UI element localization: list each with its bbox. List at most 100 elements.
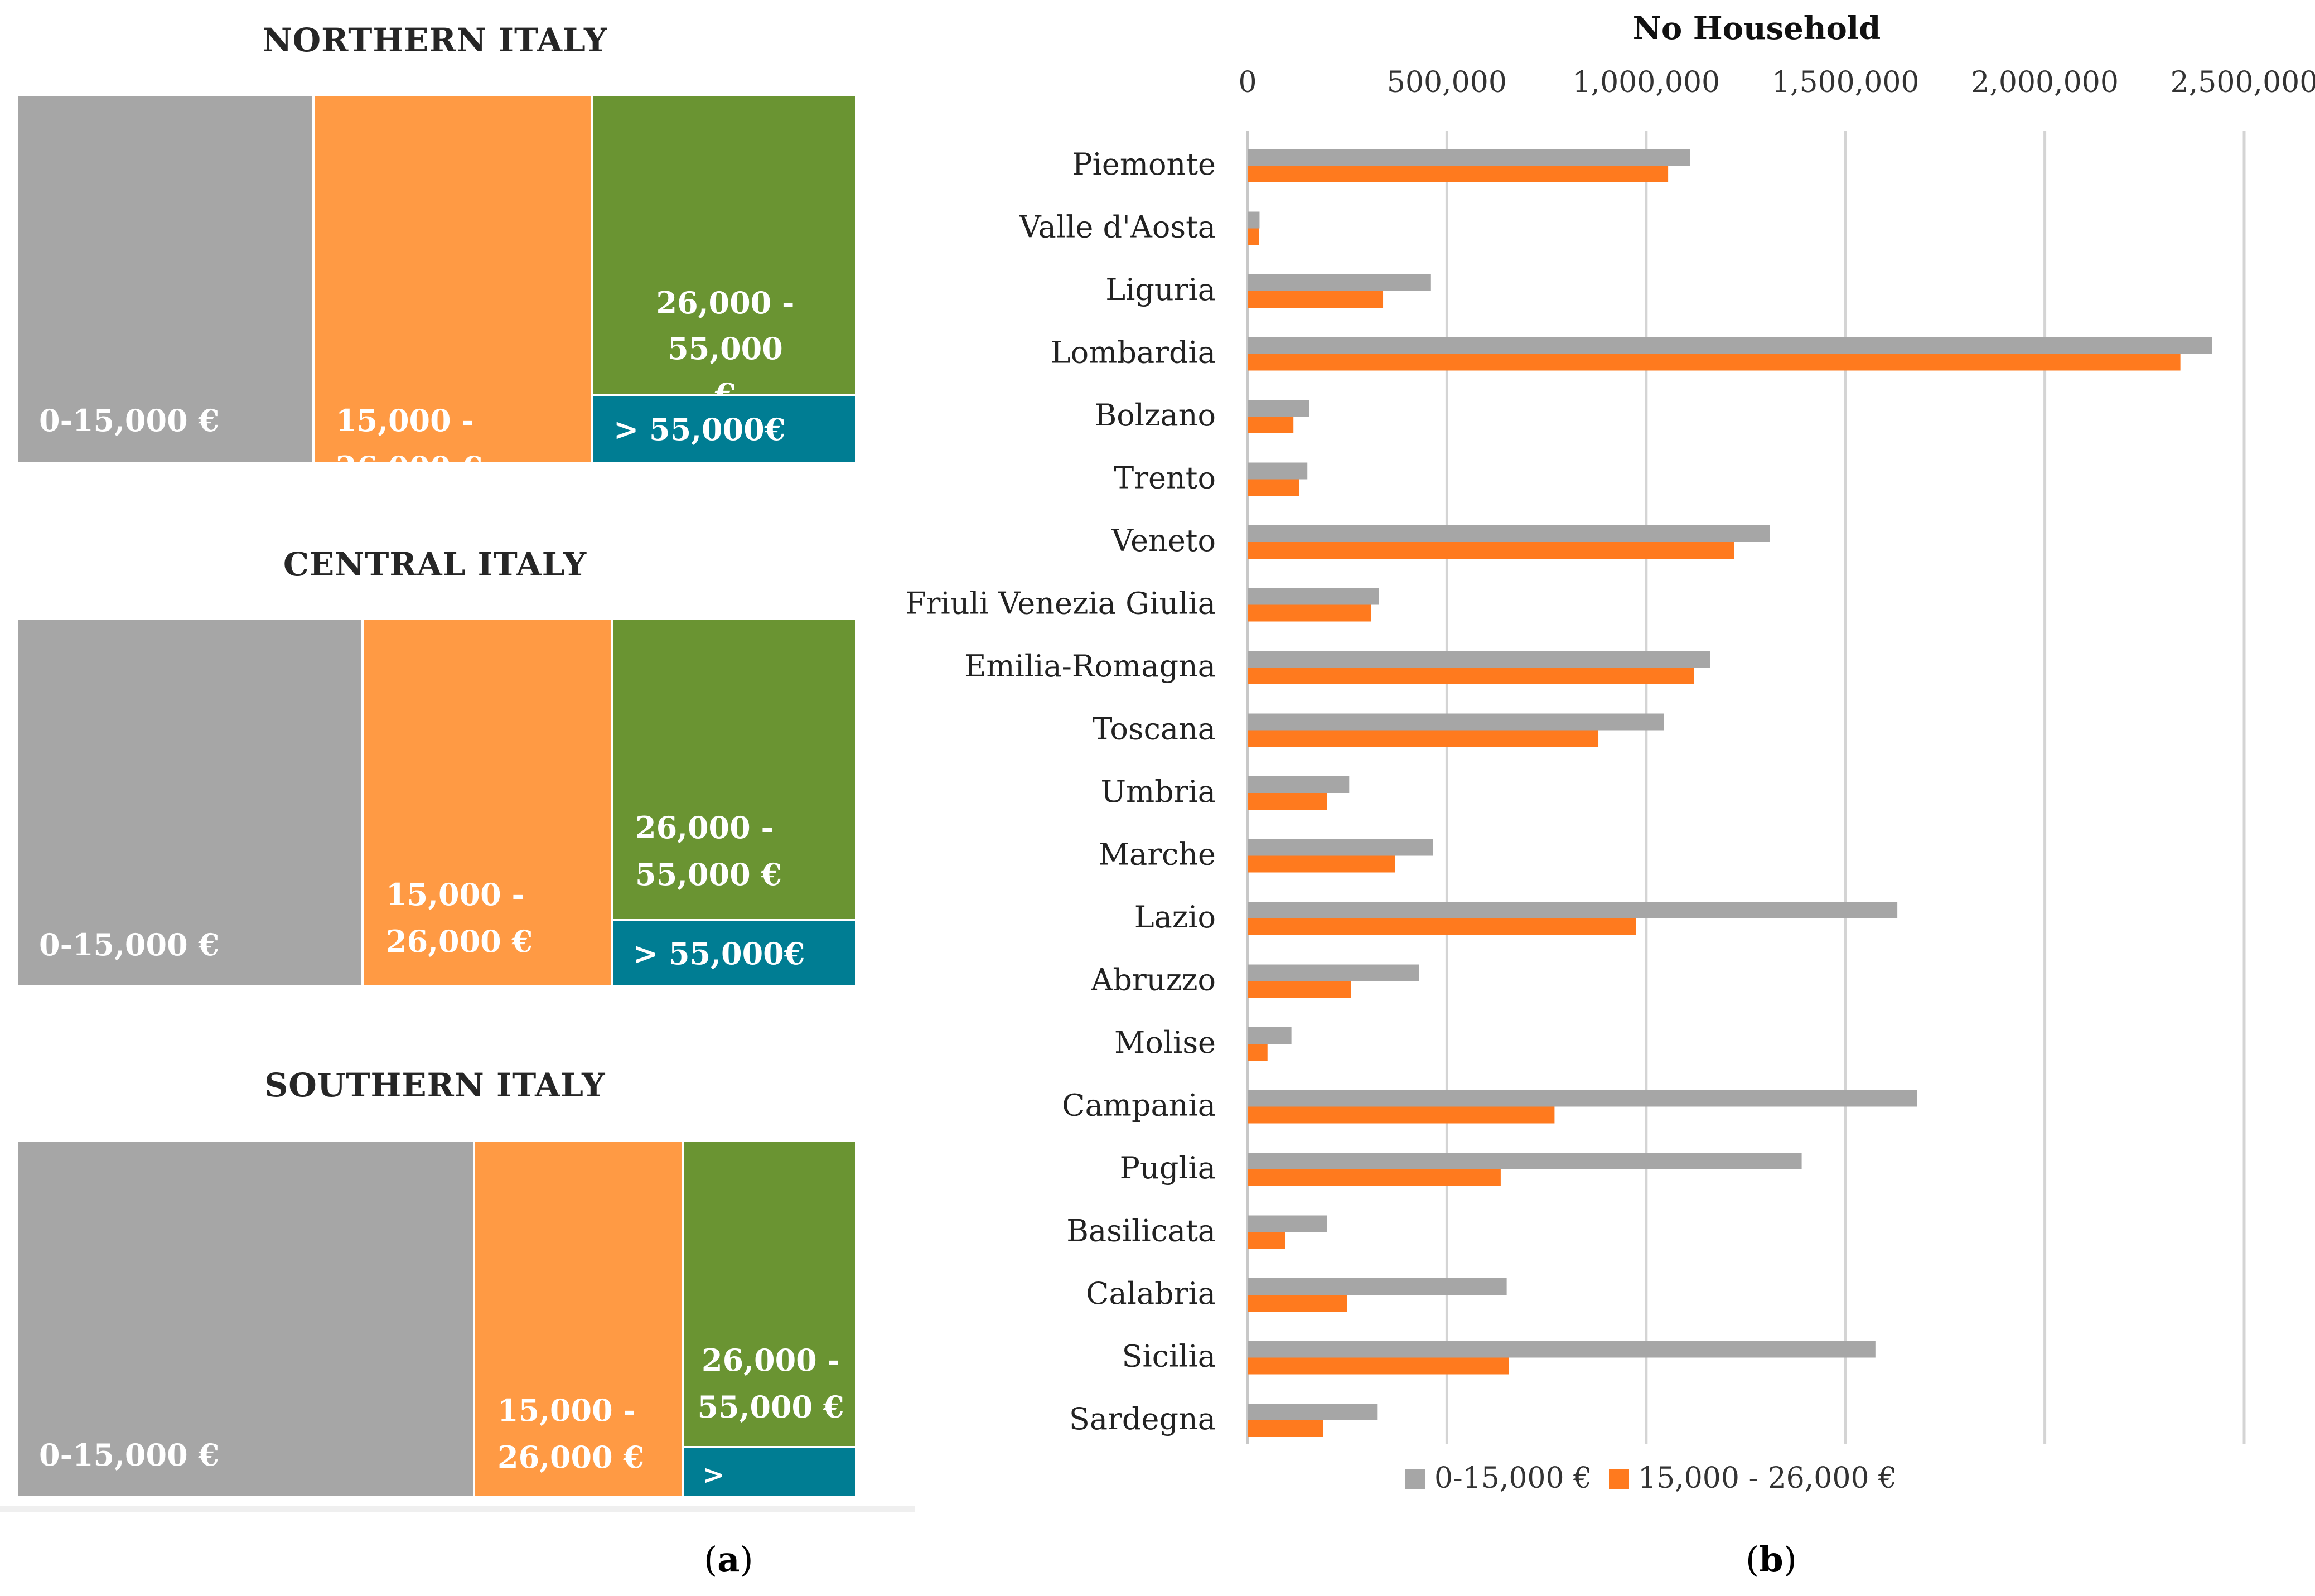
bar-low-income bbox=[1248, 902, 1898, 918]
northern-italy-treemap: 0-15,000 € 15,000 - 26,000 € 26,000 - 55… bbox=[17, 95, 856, 485]
bar-mid-income bbox=[1248, 1169, 1501, 1186]
bar-mid-income bbox=[1248, 668, 1694, 684]
x-tick-label: 0 bbox=[1238, 66, 1256, 99]
x-tick-label: 2,500,000 bbox=[2171, 66, 2315, 99]
tile-mid-income: 15,000 - 26,000 € bbox=[363, 619, 612, 986]
category-label: Sardegna bbox=[1069, 1401, 1216, 1437]
bar-low-income bbox=[1248, 839, 1433, 856]
tile-label: 15,000 - 26,000 € bbox=[497, 1387, 644, 1481]
panel-a-floor bbox=[0, 1506, 915, 1512]
bar-mid-income bbox=[1248, 542, 1734, 559]
legend-swatch-mid bbox=[1609, 1469, 1629, 1489]
category-label: Toscana bbox=[1093, 712, 1216, 747]
tile-label-line2: 55,000 € bbox=[697, 1389, 844, 1425]
category-label: Umbria bbox=[1100, 774, 1216, 809]
panel-a-label-close: ) bbox=[740, 1539, 753, 1580]
legend-swatch-low bbox=[1405, 1469, 1425, 1489]
tile-top-income: > 55,000€ bbox=[592, 395, 856, 463]
bar-mid-income bbox=[1248, 166, 1669, 182]
tile-mid-income: 15,000 - 26,000 € bbox=[474, 1140, 683, 1497]
bars bbox=[1248, 149, 2212, 1437]
category-label: Veneto bbox=[1111, 523, 1216, 558]
legend-label-low: 0-15,000 € bbox=[1434, 1462, 1592, 1495]
panel-a: NORTHERN ITALY 0-15,000 € 15,000 - 26,00… bbox=[0, 0, 915, 1537]
tile-label: > 55,000€ bbox=[633, 936, 805, 971]
tile-label: 15,000 - 26,000 € bbox=[386, 871, 533, 965]
panel-b-label-close: ) bbox=[1783, 1539, 1797, 1580]
bar-low-income bbox=[1248, 462, 1308, 480]
bar-low-income bbox=[1248, 713, 1664, 731]
category-label: Molise bbox=[1114, 1025, 1216, 1060]
panel-a-label: (a) bbox=[704, 1539, 753, 1580]
x-tick-label: 1,500,000 bbox=[1772, 66, 1920, 99]
bar-low-income bbox=[1248, 964, 1419, 981]
bar-mid-income bbox=[1248, 1044, 1268, 1061]
tile-label-line1: 15,000 - bbox=[386, 877, 524, 912]
tile-high-income: 26,000 - 55,000 € bbox=[683, 1140, 856, 1447]
tile-label-line1: 26,000 - bbox=[635, 810, 774, 845]
tile-label-line2: 55,000 € bbox=[635, 857, 782, 892]
bar-mid-income bbox=[1248, 918, 1636, 935]
category-label: Trento bbox=[1114, 461, 1216, 496]
tile-label-line2: 26,000 € bbox=[497, 1439, 645, 1475]
bar-low-income bbox=[1248, 274, 1431, 291]
category-label: Valle d'Aosta bbox=[1019, 210, 1216, 245]
bar-low-income bbox=[1248, 1341, 1876, 1358]
bar-mid-income bbox=[1248, 228, 1259, 245]
bar-low-income bbox=[1248, 1090, 1917, 1107]
tile-mid-income: 15,000 - 26,000 € bbox=[313, 95, 592, 485]
bar-mid-income bbox=[1248, 793, 1327, 810]
tile-label: 0-15,000 € bbox=[39, 403, 220, 438]
bar-mid-income bbox=[1248, 981, 1351, 998]
tile-low-income: 0-15,000 € bbox=[17, 95, 313, 463]
panel-a-label-open: ( bbox=[704, 1539, 718, 1580]
chart-title: No Household bbox=[1633, 10, 1881, 47]
category-label: Campania bbox=[1062, 1088, 1216, 1123]
bar-low-income bbox=[1248, 588, 1379, 605]
tile-label: > 55,000€ bbox=[613, 412, 786, 447]
bar-low-income bbox=[1248, 337, 2212, 354]
bar-mid-income bbox=[1248, 354, 2181, 371]
category-label: Abruzzo bbox=[1090, 963, 1216, 998]
tile-low-income: 0-15,000 € bbox=[17, 1140, 474, 1497]
bar-low-income bbox=[1248, 525, 1770, 542]
category-label: Lazio bbox=[1134, 899, 1216, 935]
x-tick-label: 1,000,000 bbox=[1572, 66, 1720, 99]
category-label: Friuli Venezia Giulia bbox=[905, 586, 1216, 621]
category-label: Bolzano bbox=[1095, 398, 1216, 433]
tile-label-line1: 26,000 - 55,000 bbox=[656, 285, 795, 366]
category-label: Basilicata bbox=[1066, 1213, 1216, 1249]
bar-mid-income bbox=[1248, 1232, 1285, 1249]
tile-label: 0-15,000 € bbox=[39, 927, 220, 963]
tile-label: 15,000 - 26,000 € bbox=[336, 403, 483, 485]
central-italy-title: CENTRAL ITALY bbox=[283, 545, 587, 583]
tile-label-line1: 15,000 - bbox=[497, 1392, 636, 1428]
bar-mid-income bbox=[1248, 604, 1371, 622]
gridlines bbox=[1246, 131, 2246, 1444]
bar-mid-income bbox=[1248, 1357, 1509, 1375]
tile-high-income: 26,000 - 55,000 € bbox=[592, 95, 856, 412]
tile-label-line1: 26,000 - bbox=[702, 1342, 840, 1378]
bar-mid-income bbox=[1248, 291, 1384, 308]
bar-mid-income bbox=[1248, 855, 1395, 873]
bar-mid-income bbox=[1248, 1106, 1555, 1124]
central-italy-treemap: 0-15,000 € 15,000 - 26,000 € 26,000 - 55… bbox=[17, 619, 856, 986]
panel-b-label-open: ( bbox=[1746, 1539, 1760, 1580]
x-tick-label: 500,000 bbox=[1387, 66, 1507, 99]
bar-low-income bbox=[1248, 149, 1690, 166]
tile-label: 26,000 - 55,000 € bbox=[684, 1337, 857, 1430]
category-label: Emilia-Romagna bbox=[964, 649, 1216, 684]
bar-mid-income bbox=[1248, 479, 1299, 496]
northern-italy-title: NORTHERN ITALY bbox=[262, 21, 608, 59]
category-label: Marche bbox=[1099, 837, 1216, 872]
category-label: Sicilia bbox=[1122, 1339, 1216, 1374]
tile-label: 26,000 - 55,000 € bbox=[635, 804, 782, 898]
tile-label-line2: 26,000 € bbox=[386, 923, 533, 959]
category-label: Puglia bbox=[1120, 1150, 1216, 1186]
bar-low-income bbox=[1248, 1215, 1327, 1232]
tile-top-income: > 55,000€ bbox=[612, 920, 856, 986]
bar-low-income bbox=[1248, 651, 1710, 668]
bar-mid-income bbox=[1248, 1295, 1347, 1312]
x-tick-labels: 0 500,000 1,000,000 1,500,000 2,000,000 2,500… bbox=[1238, 66, 2315, 99]
